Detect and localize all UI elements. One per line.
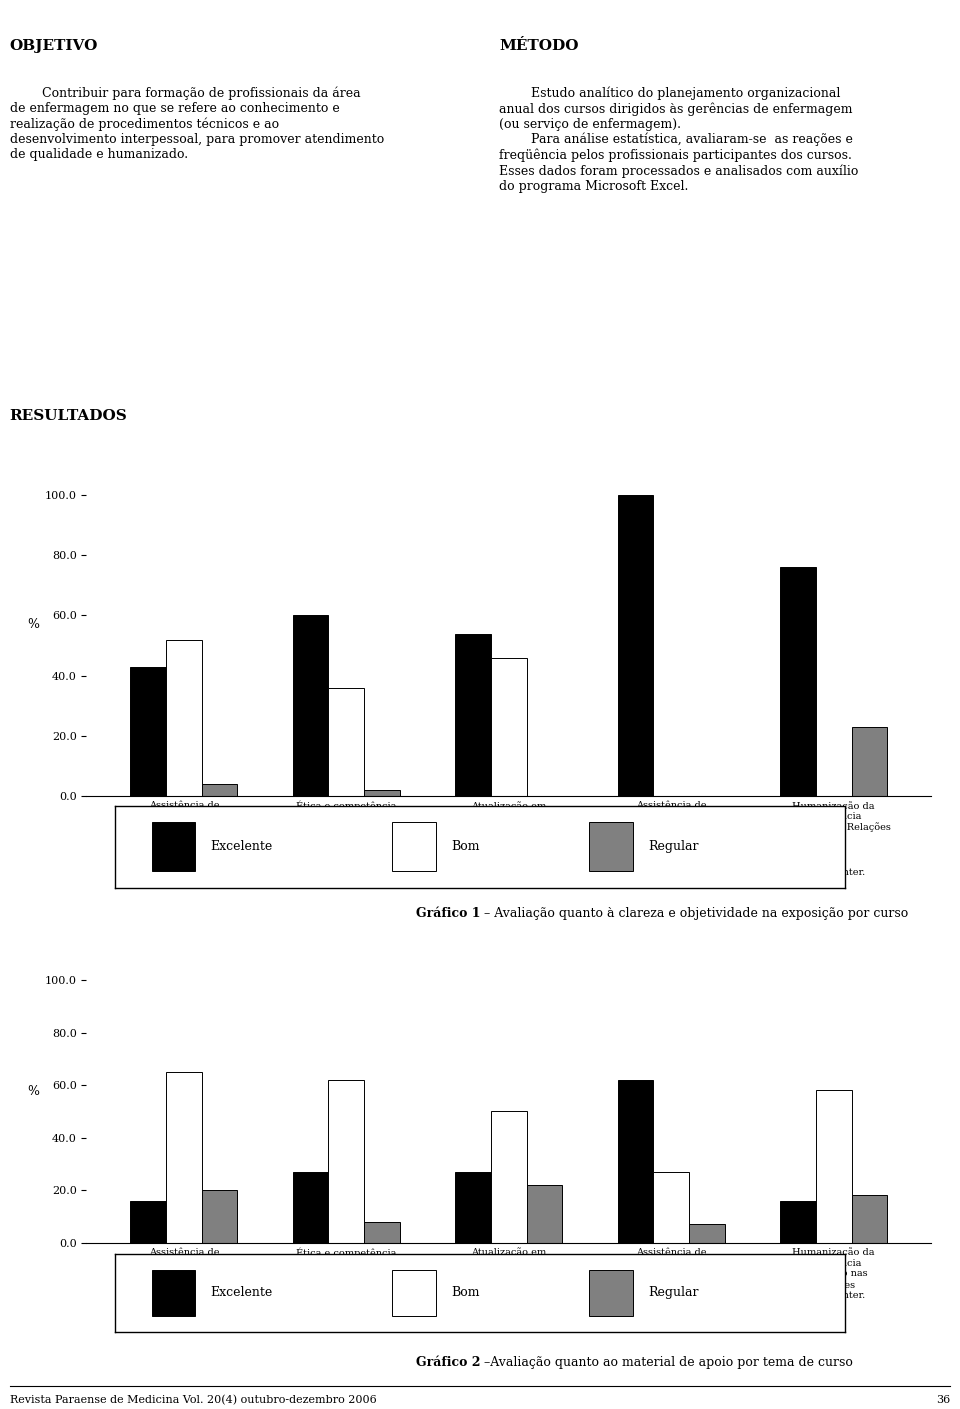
Bar — [455, 634, 491, 796]
Bar — [166, 640, 202, 796]
Text: Regular: Regular — [648, 840, 698, 854]
Bar — [393, 1270, 436, 1316]
Text: 36: 36 — [936, 1395, 950, 1405]
Text: – Avaliação quanto à clareza e objetividade na exposição por curso: – Avaliação quanto à clareza e objetivid… — [480, 906, 908, 920]
Bar — [328, 1079, 364, 1243]
Bar — [293, 1172, 328, 1243]
Bar — [364, 790, 400, 796]
Bar — [780, 1200, 816, 1243]
Bar — [689, 1224, 725, 1243]
Bar — [491, 1112, 527, 1243]
Bar — [852, 727, 887, 796]
Bar — [202, 1191, 237, 1243]
Text: com tubos, sondas e
drenos.: com tubos, sondas e drenos. — [133, 868, 234, 888]
Bar — [589, 1270, 634, 1316]
Text: Contribuir para formação de profissionais da área
de enfermagem no que se refere: Contribuir para formação de profissionai… — [10, 87, 384, 161]
Text: Bom: Bom — [451, 840, 479, 854]
Bar — [166, 1072, 202, 1243]
Bar — [202, 783, 237, 796]
Text: Bom: Bom — [451, 1286, 479, 1299]
Bar — [393, 823, 436, 871]
Bar — [131, 1200, 166, 1243]
Bar — [527, 1185, 563, 1243]
Text: Excelente: Excelente — [210, 1286, 273, 1299]
Text: RESULTADOS: RESULTADOS — [10, 409, 128, 423]
Text: Estudo analítico do planejamento organizacional
anual dos cursos dirigidos às ge: Estudo analítico do planejamento organiz… — [499, 87, 858, 193]
Bar — [617, 1079, 654, 1243]
Bar — [364, 1222, 400, 1243]
Bar — [617, 495, 654, 796]
Text: –Avaliação quanto ao material de apoio por tema de curso: –Avaliação quanto ao material de apoio p… — [480, 1355, 852, 1370]
Bar — [491, 658, 527, 796]
Text: Gráfico 2: Gráfico 2 — [416, 1355, 480, 1370]
Bar — [152, 823, 196, 871]
Bar — [455, 1172, 491, 1243]
Bar — [131, 666, 166, 796]
Bar — [654, 1172, 689, 1243]
Text: Excelente: Excelente — [210, 840, 273, 854]
Bar — [589, 823, 634, 871]
Bar — [852, 1195, 887, 1243]
Text: Intra e Inter.: Intra e Inter. — [803, 868, 865, 878]
Text: MÉTODO: MÉTODO — [499, 39, 579, 54]
Bar — [780, 568, 816, 796]
Text: Regular: Regular — [648, 1286, 698, 1299]
Bar — [816, 1091, 852, 1243]
Bar — [152, 1270, 196, 1316]
Bar — [293, 616, 328, 796]
Y-axis label: %: % — [28, 1085, 39, 1099]
Text: Gráfico 1: Gráfico 1 — [416, 906, 480, 920]
Y-axis label: %: % — [28, 617, 39, 631]
Text: OBJETIVO: OBJETIVO — [10, 39, 98, 54]
Text: Revista Paraense de Medicina Vol. 20(4) outubro-dezembro 2006: Revista Paraense de Medicina Vol. 20(4) … — [10, 1395, 376, 1405]
Bar — [328, 688, 364, 796]
